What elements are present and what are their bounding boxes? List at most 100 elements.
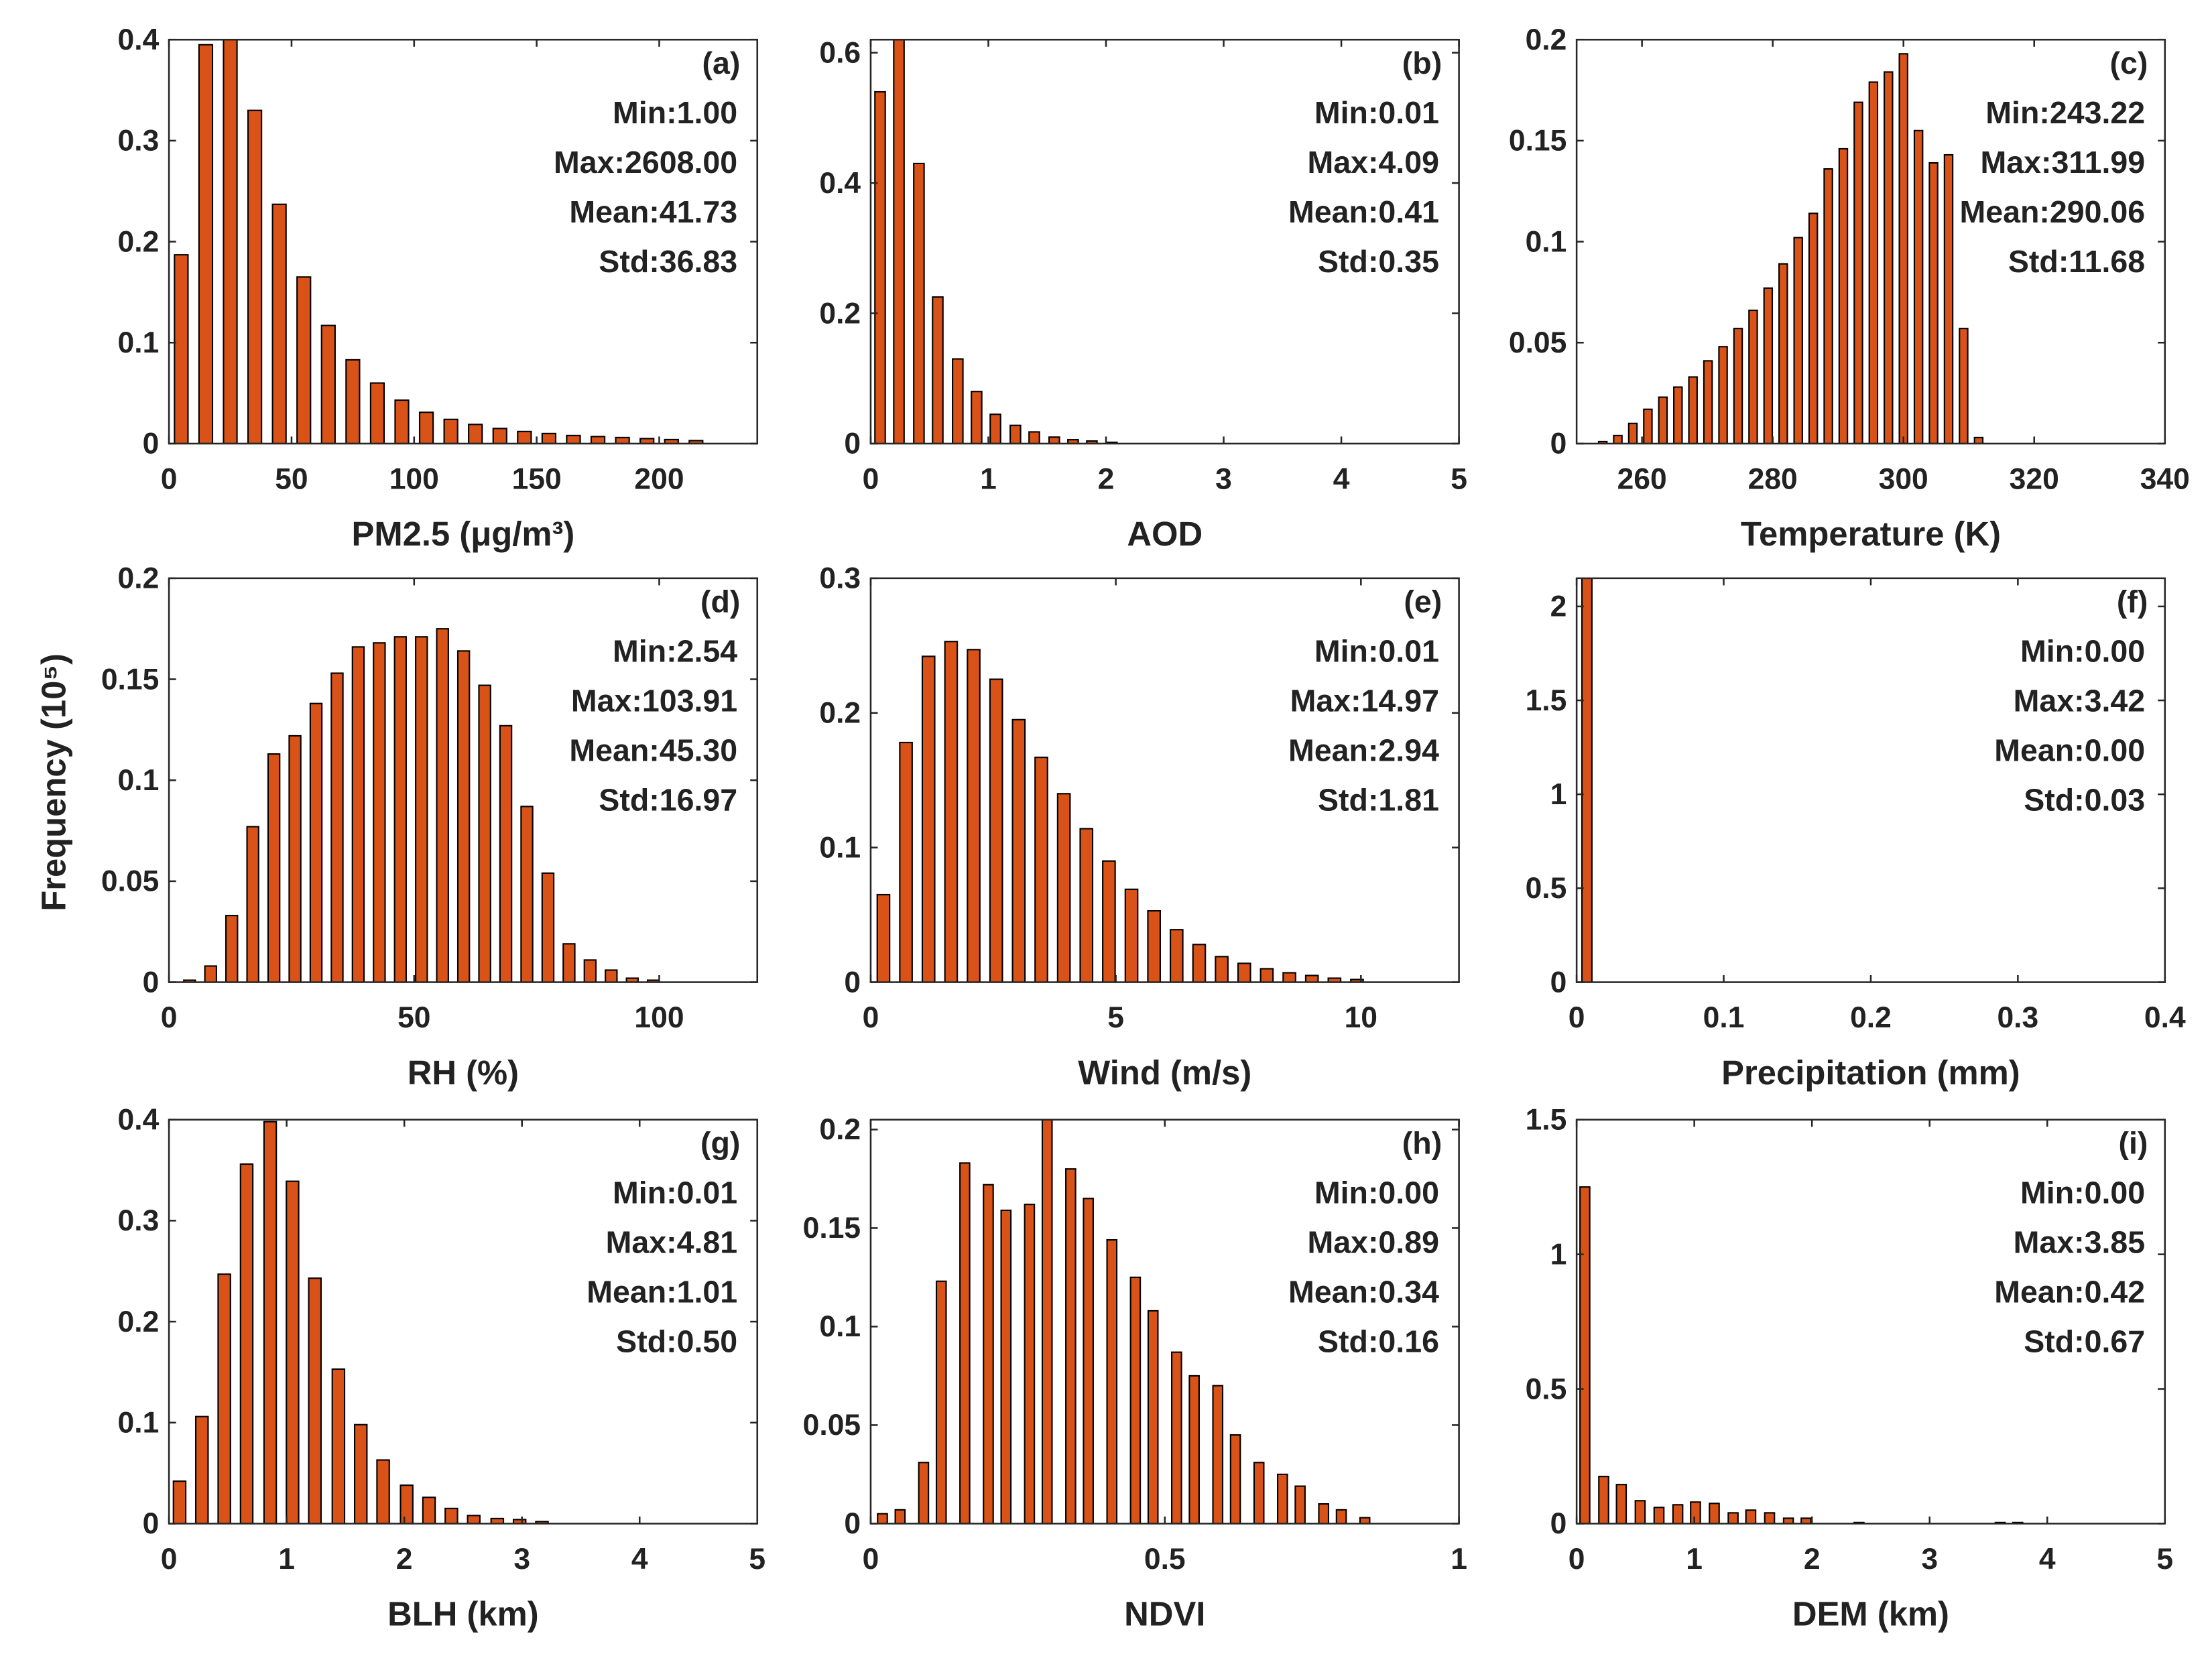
y-tick-label: 0.5: [1526, 1373, 1567, 1405]
y-tick-label: 0.1: [118, 326, 160, 359]
panel: 260 280 300 320 340 0 0.05 0.1 0.15 0.2 Temperatur…: [1509, 23, 2190, 553]
bar: [309, 702, 323, 982]
x-tick-label: 5: [749, 1543, 765, 1576]
x-tick-label: 5: [1107, 1001, 1124, 1034]
bar: [1778, 263, 1788, 444]
bar: [1065, 1168, 1077, 1524]
bar: [967, 649, 981, 982]
x-axis-label: Precipitation (mm): [1721, 1054, 2020, 1092]
x-axis-label: Wind (m/s): [1078, 1054, 1251, 1092]
x-tick-label: 200: [634, 463, 684, 496]
bar: [1943, 153, 1954, 444]
bar: [1658, 396, 1668, 444]
bars: [1581, 578, 1593, 982]
y-tick-label: 0.5: [1526, 872, 1567, 905]
y-tick-label: 0: [844, 1507, 861, 1540]
bar: [1215, 956, 1229, 982]
bar: [223, 40, 238, 444]
x-tick-label: 340: [2140, 463, 2190, 496]
bar: [566, 434, 581, 444]
bar: [1581, 578, 1593, 982]
y-tick-label: 0.3: [118, 1204, 160, 1237]
bar: [288, 735, 302, 982]
bar: [894, 1509, 906, 1524]
bar: [376, 1459, 390, 1524]
bar: [1763, 287, 1774, 444]
bar: [225, 915, 239, 982]
bar: [1959, 328, 1969, 444]
bar: [478, 684, 491, 982]
x-tick-label: 2: [396, 1543, 413, 1576]
y-tick-label: 0: [1550, 966, 1567, 999]
bar: [989, 414, 1001, 444]
stat-annotation: Max:0.89: [1307, 1225, 1439, 1260]
bar: [267, 753, 281, 982]
bars: [877, 1119, 1371, 1524]
bar: [1727, 1512, 1739, 1524]
stat-annotation: Min:0.00: [2020, 634, 2145, 669]
bar: [944, 641, 959, 982]
x-tick-label: 2: [1804, 1543, 1821, 1576]
bar: [1718, 346, 1728, 444]
x-tick-label: 0.5: [1144, 1543, 1186, 1576]
x-tick-label: 3: [1921, 1543, 1938, 1576]
stat-annotation: Min:0.01: [1314, 95, 1439, 130]
bar: [512, 1519, 527, 1524]
bar: [899, 741, 913, 982]
bar: [1709, 1503, 1720, 1524]
x-tick-label: 4: [631, 1543, 648, 1576]
bar: [913, 162, 925, 444]
bar: [1253, 1462, 1265, 1524]
bar: [1853, 101, 1863, 444]
bar: [935, 1280, 947, 1524]
bar: [286, 1180, 300, 1524]
bar: [1748, 309, 1758, 444]
bar: [320, 324, 336, 444]
x-tick-label: 50: [397, 1001, 430, 1034]
x-tick-label: 0: [161, 463, 178, 496]
bar: [394, 399, 410, 444]
x-tick-label: 5: [1451, 463, 1467, 496]
bar: [490, 1517, 505, 1524]
bar: [1335, 1509, 1347, 1524]
panel-label: (b): [1402, 46, 1442, 80]
bar: [183, 979, 196, 982]
bar: [246, 826, 259, 982]
stat-annotation: Min:243.22: [1985, 95, 2145, 130]
plot-area: [169, 40, 757, 444]
bar: [983, 1184, 994, 1524]
x-tick-label: 0: [161, 1543, 178, 1576]
bar: [893, 40, 905, 444]
y-tick-label: 0.6: [819, 36, 861, 69]
stat-annotation: Min:0.00: [2020, 1175, 2145, 1210]
stat-annotation: Mean:41.73: [569, 194, 737, 229]
panel-label: (f): [2117, 584, 2148, 619]
x-tick-label: 2: [1098, 463, 1115, 496]
bar: [1973, 436, 1984, 444]
stat-annotation: Mean:0.00: [1994, 733, 2145, 768]
bar: [605, 969, 618, 982]
bar: [1304, 974, 1319, 982]
y-tick-label: 1: [1550, 1238, 1567, 1271]
bar: [1627, 422, 1638, 444]
bar: [247, 109, 263, 444]
bars: [1597, 53, 1984, 444]
bar: [418, 411, 434, 444]
y-tick-label: 0.2: [819, 697, 861, 730]
x-tick-label: 1: [1451, 1543, 1467, 1576]
panel-label: (a): [702, 46, 741, 80]
x-tick-label: 280: [1748, 463, 1798, 496]
bar: [874, 90, 886, 444]
y-tick-label: 0.2: [118, 225, 160, 258]
y-tick-label: 0.2: [819, 297, 861, 330]
bar: [625, 977, 639, 982]
x-axis-label: NDVI: [1124, 1595, 1205, 1633]
plot-area: [1577, 578, 2165, 982]
bar: [1056, 793, 1071, 982]
plot-area: [870, 40, 1459, 444]
bar: [308, 1277, 322, 1524]
bar: [1868, 81, 1879, 444]
y-tick-label: 0.2: [819, 1113, 861, 1146]
bar: [499, 724, 513, 982]
bar: [1282, 972, 1296, 982]
